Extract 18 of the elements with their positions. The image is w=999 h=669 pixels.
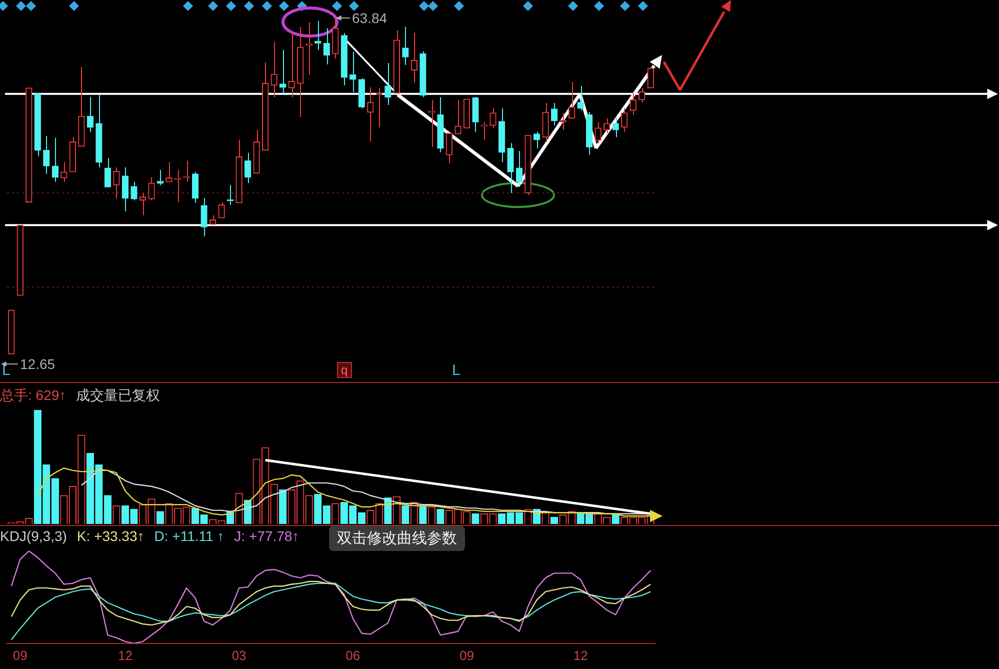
text: J: +77.78↑	[234, 528, 300, 544]
text: K: +33.33↑	[76, 528, 144, 544]
annotation: L	[452, 362, 460, 379]
x-tick-label: 09	[12, 648, 28, 663]
x-tick-label: 03	[232, 648, 246, 663]
x-tick-label: 09	[459, 648, 474, 663]
chart-subtitle: 成交量已复权	[76, 387, 160, 405]
annotation: q	[337, 362, 352, 378]
x-tick-label: 06	[346, 648, 360, 663]
text: D: +11.11 ↑	[154, 528, 224, 544]
x-tick-label: 12	[573, 648, 588, 663]
annotation: 12.65	[20, 356, 56, 372]
annotation: L	[2, 362, 10, 379]
x-tick-label: 12	[118, 648, 132, 663]
annotation: 63.84	[352, 10, 388, 26]
text: 双击修改曲线参数	[329, 526, 465, 551]
chart-title: KDJ(9,3,3)	[0, 528, 67, 544]
chart-title: 总手: 629↑	[0, 387, 66, 405]
